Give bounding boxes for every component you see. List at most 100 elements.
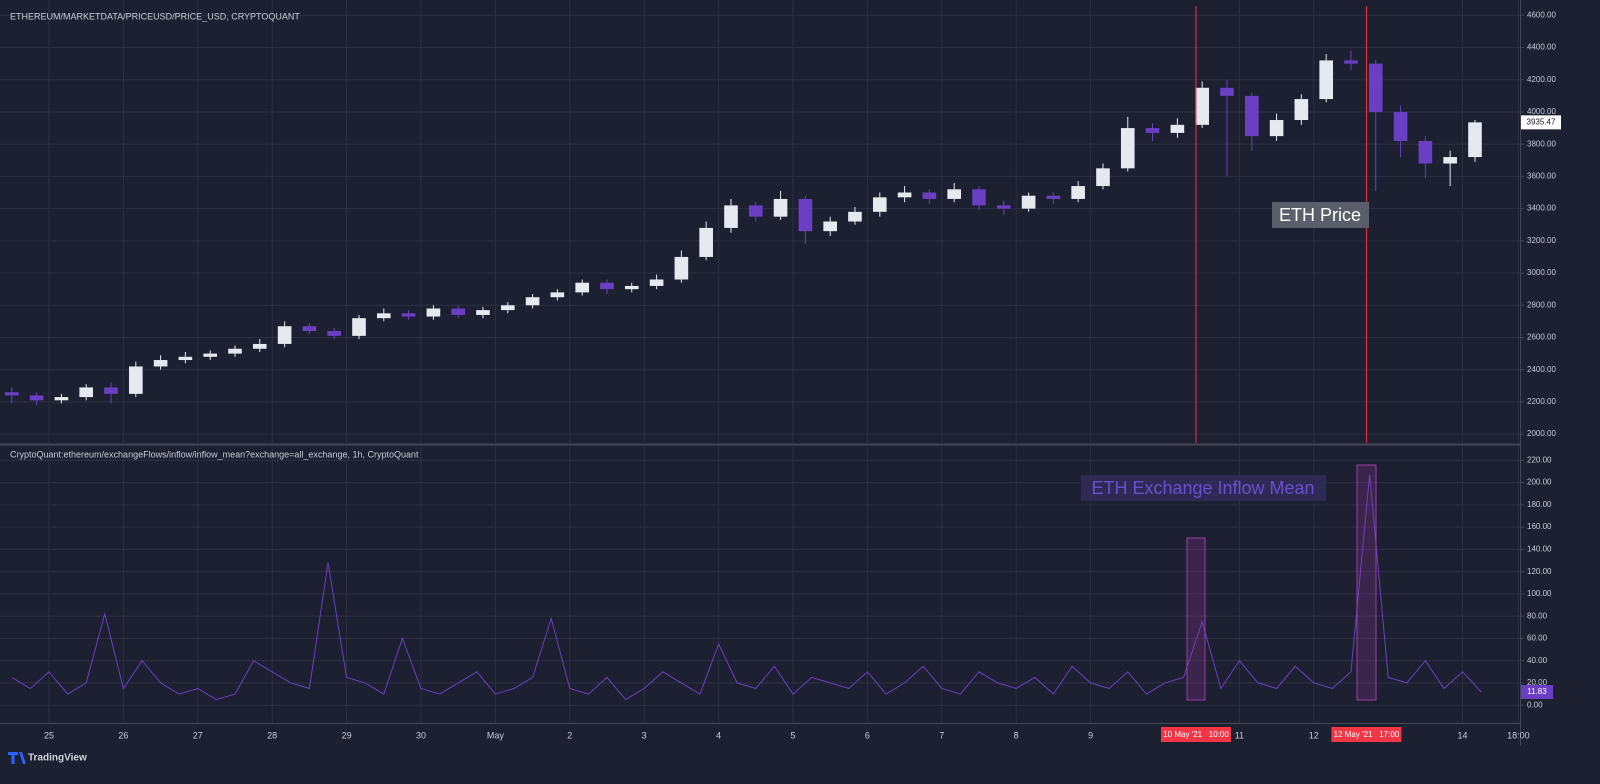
candle-body: [550, 292, 565, 298]
x-tick-label: 7: [939, 730, 944, 740]
x-tick-label: 28: [267, 730, 277, 740]
candle-body: [1096, 168, 1110, 187]
y-tick-label: 3200.00: [1527, 236, 1556, 245]
x-tick-label: 29: [342, 730, 352, 740]
candle-body: [104, 387, 118, 394]
grid-layer: [0, 0, 1520, 723]
highlight-box: [1186, 537, 1206, 701]
candle-body: [748, 205, 763, 217]
candle-body: [1195, 87, 1209, 125]
y-tick-label: 4400.00: [1527, 43, 1556, 52]
x-tick-label: 2: [567, 730, 572, 740]
candle-body: [451, 308, 466, 315]
candle-body: [872, 197, 887, 212]
y-tick-label: 2200.00: [1527, 397, 1556, 406]
x-tick-label: 4: [716, 730, 721, 740]
candle-body: [1393, 111, 1408, 141]
y-tick-label: 2600.00: [1527, 333, 1556, 342]
marker-label: 12 May '21 17:00: [1334, 730, 1400, 739]
annotation-box: [1081, 475, 1326, 501]
y-tick-label: 2000.00: [1527, 429, 1556, 438]
candle-body: [624, 285, 639, 290]
candle-body: [1244, 95, 1259, 137]
candle-body: [277, 326, 292, 344]
x-tick-label: 27: [193, 730, 203, 740]
candle-body: [798, 198, 813, 232]
candle-body: [699, 227, 713, 257]
x-tick-label: 18:00: [1507, 730, 1530, 740]
candle-body: [996, 205, 1011, 209]
y-tick-label: 180.00: [1527, 500, 1552, 509]
x-tick-label: 11: [1235, 730, 1244, 740]
pane-title: ETHEREUM/MARKETDATA/PRICEUSD/PRICE_USD, …: [10, 11, 300, 21]
candle-body: [476, 310, 490, 315]
candle-body: [823, 221, 837, 232]
candle-body: [376, 313, 391, 319]
y-tick-label: 40.00: [1527, 656, 1548, 665]
y-tick-label: 140.00: [1527, 544, 1552, 553]
candle-body: [922, 192, 937, 199]
candle-body: [302, 326, 317, 332]
candle-body: [1269, 120, 1284, 137]
pane-title: CryptoQuant:ethereum/exchangeFlows/inflo…: [10, 449, 419, 459]
highlight-box: [1356, 464, 1377, 701]
candle-body: [1145, 128, 1160, 133]
y-tick-label: 4000.00: [1527, 107, 1556, 116]
candle-body: [525, 297, 540, 306]
candle-body: [129, 366, 143, 394]
candle-body: [649, 279, 664, 286]
candle-body: [29, 395, 44, 401]
x-tick-label: 12: [1309, 730, 1319, 740]
x-tick-label: 3: [642, 730, 647, 740]
annotation-box: [1272, 202, 1369, 228]
candle-body: [327, 331, 341, 336]
candle-body: [426, 308, 441, 317]
y-tick-label: 0.00: [1527, 700, 1543, 709]
y-tick-label: 220.00: [1527, 455, 1552, 464]
candle-body: [1319, 60, 1334, 100]
last-value-label: 11.83: [1527, 687, 1547, 696]
series-line: [11, 474, 1482, 701]
marker-label-box: [1331, 727, 1402, 742]
candle-body: [724, 205, 738, 228]
last-value-box: [1521, 685, 1553, 700]
candle-body: [848, 211, 862, 222]
y-tick-label: 2400.00: [1527, 365, 1556, 374]
candle-body: [500, 305, 515, 311]
candle-body: [972, 189, 986, 206]
candle-body: [4, 392, 19, 396]
x-tick-label: 14: [1458, 730, 1468, 740]
candle-body: [1368, 63, 1383, 112]
candle-body: [1344, 60, 1358, 64]
candle-body: [1071, 186, 1085, 199]
candle-body: [1443, 157, 1457, 164]
candle-body: [228, 348, 242, 354]
candle-body: [575, 282, 590, 293]
y-tick-label: 60.00: [1527, 634, 1548, 643]
y-tick-label: 3600.00: [1527, 172, 1556, 181]
x-tick-label: 9: [1088, 730, 1093, 740]
x-tick-label: 25: [44, 730, 54, 740]
y-tick-label: 20.00: [1527, 678, 1548, 687]
x-tick-label: 30: [416, 730, 426, 740]
annotation: ETH Exchange Inflow Mean: [1091, 478, 1314, 498]
y-tick-label: 3400.00: [1527, 204, 1556, 213]
candle-body: [897, 192, 912, 198]
candle-body: [203, 353, 218, 357]
candle-body: [947, 189, 962, 199]
brand-logo: [8, 752, 26, 764]
y-tick-label: 100.00: [1527, 589, 1552, 598]
x-tick-label: May: [487, 730, 505, 740]
brand: TradingView: [28, 753, 87, 764]
x-tick-label: 8: [1014, 730, 1019, 740]
candle-body: [1418, 140, 1433, 164]
candle-body: [178, 356, 193, 361]
x-tick-label: 26: [118, 730, 128, 740]
y-tick-label: 4200.00: [1527, 75, 1556, 84]
last-price-label: 3935.47: [1527, 117, 1556, 126]
candle-body: [1220, 87, 1234, 96]
y-tick-label: 160.00: [1527, 522, 1552, 531]
annotation: ETH Price: [1279, 205, 1361, 225]
